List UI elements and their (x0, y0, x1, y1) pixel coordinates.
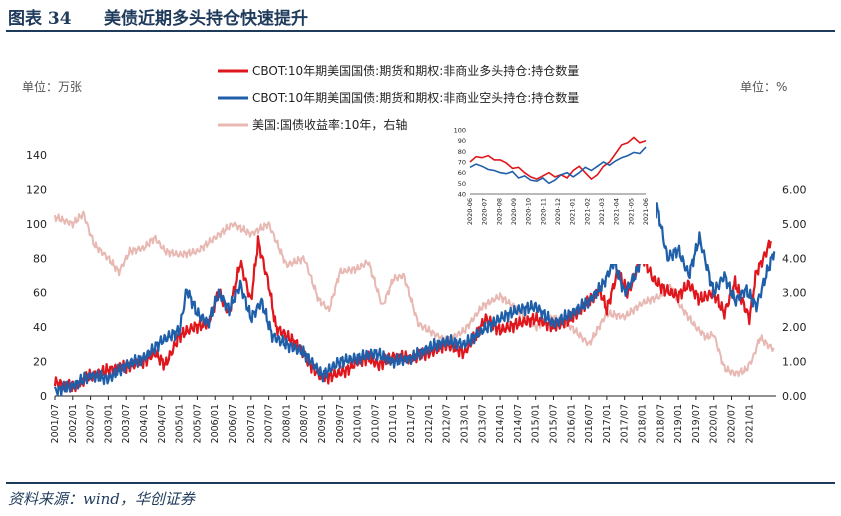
y-left-tick-label: 0 (40, 390, 47, 403)
y-left-tick-label: 80 (33, 252, 47, 265)
x-tick-label: 2018/07 (655, 404, 666, 443)
x-tick-label: 2018/01 (637, 404, 648, 443)
x-tick-label: 2009/07 (335, 404, 346, 443)
y-right-tick-label: 3.00 (782, 287, 807, 300)
figure-title: 美债近期多头持仓快速提升 (104, 9, 308, 29)
y-left-tick-label: 100 (26, 218, 47, 231)
x-tick-label: 2020/01 (709, 404, 720, 443)
inset-x-tick-label: 2020-11 (539, 198, 547, 225)
header-divider (6, 30, 835, 32)
x-tick-label: 2002/07 (86, 404, 97, 443)
inset-x-tick-label: 2021-01 (569, 198, 577, 225)
inset-x-tick-label: 2021-05 (627, 198, 635, 225)
inset-y-tick-label: 80 (458, 148, 466, 156)
inset-y-tick-label: 70 (458, 159, 466, 167)
x-tick-label: 2012/01 (424, 404, 435, 443)
inset-x-tick-label: 2021-06 (642, 198, 650, 225)
figure-label: 图表 34 (8, 9, 72, 29)
x-tick-label: 2015/07 (548, 404, 559, 443)
x-tick-label: 2016/07 (584, 404, 595, 443)
x-tick-label: 2019/01 (673, 404, 684, 443)
long-position-line (53, 235, 772, 393)
inset-x-tick-label: 2020-07 (481, 198, 489, 225)
axes: 0 20 40 60 80 100 120 140 0.00 1.00 2.00 3.00 4.00 5.… (26, 149, 807, 443)
x-tick-label: 2004/07 (157, 404, 168, 443)
y-left-tick-label: 120 (26, 183, 47, 196)
x-tick-label: 2016/01 (566, 404, 577, 443)
inset-x-tick-label: 2020-09 (510, 198, 518, 225)
x-tick-label: 2007/07 (264, 404, 275, 443)
legend: CBOT:10年期美国国债:期货和期权:非商业多头持仓:持仓数量 CBOT:10… (218, 63, 579, 132)
x-tick-label: 2010/07 (370, 404, 381, 443)
x-tick-label: 2017/01 (602, 404, 613, 443)
inset-chart: 40 50 60 70 80 90 100 2020-06 2020-07 2020-08 2020… (440, 122, 656, 264)
x-tick-label: 2002/01 (68, 404, 79, 443)
y-right-tick-label: 5.00 (782, 218, 807, 231)
inset-short-line (469, 146, 647, 185)
inset-x-tick-label: 2020-12 (554, 198, 562, 225)
x-tick-label: 2014/01 (495, 404, 506, 443)
source-note: 资料来源：wind，华创证券 (8, 490, 195, 508)
x-tick-label: 2006/01 (210, 404, 221, 443)
x-tick-label: 2020/07 (726, 404, 737, 443)
x-tick-label: 2005/01 (175, 404, 186, 443)
x-tick-label: 2008/01 (281, 404, 292, 443)
x-tick-label: 2001/07 (50, 404, 61, 443)
y-left-tick-label: 60 (33, 287, 47, 300)
x-tick-label: 2010/01 (353, 404, 364, 443)
y-right-tick-label: 2.00 (782, 321, 807, 334)
inset-x-tick-label: 2020-08 (495, 198, 503, 225)
inset-x-tick-label: 2020-06 (466, 198, 474, 225)
x-tick-label: 2009/01 (317, 404, 328, 443)
treasury-yield-line (54, 210, 775, 377)
x-tick-label: 2015/01 (531, 404, 542, 443)
x-tick-label: 2013/01 (459, 404, 470, 443)
inset-y-tick-label: 60 (458, 169, 466, 177)
inset-x-tick-label: 2020-10 (525, 198, 533, 225)
footer-divider (6, 482, 835, 484)
y-left-tick-label: 20 (33, 356, 47, 369)
inset-x-tick-label: 2021-02 (583, 198, 591, 225)
x-tick-label: 2014/07 (513, 404, 524, 443)
series-lines (53, 202, 776, 397)
inset-long-line (469, 136, 647, 181)
x-tick-label: 2021/01 (744, 404, 755, 443)
inset-x-tick-label: 2021-03 (598, 198, 606, 225)
left-axis-unit: 单位：万张 (22, 80, 83, 94)
y-right-tick-label: 1.00 (782, 356, 807, 369)
y-left-tick-label: 40 (33, 321, 47, 334)
y-right-tick-label: 4.00 (782, 252, 807, 265)
x-tick-label: 2011/01 (388, 404, 399, 443)
inset-y-tick-label: 50 (458, 180, 466, 188)
y-left-tick-label: 140 (26, 149, 47, 162)
x-tick-label: 2006/07 (228, 404, 239, 443)
x-tick-label: 2017/07 (620, 404, 631, 443)
right-axis-unit: 单位：% (740, 80, 788, 94)
inset-y-tick-label: 100 (454, 127, 466, 135)
legend-label-short: CBOT:10年期美国国债:期货和期权:非商业空头持仓:持仓数量 (252, 90, 579, 105)
x-tick-label: 2013/07 (477, 404, 488, 443)
x-tick-label: 2003/07 (121, 404, 132, 443)
y-right-tick-label: 6.00 (782, 183, 807, 196)
inset-background (440, 122, 656, 264)
x-tick-label: 2012/07 (442, 404, 453, 443)
x-tick-label: 2005/07 (192, 404, 203, 443)
inset-x-tick-label: 2021-04 (613, 198, 621, 225)
inset-y-tick-label: 40 (458, 191, 466, 199)
y-right-tick-label: 0.00 (782, 390, 807, 403)
inset-y-tick-label: 90 (458, 137, 466, 145)
x-tick-label: 2019/07 (691, 404, 702, 443)
header: 图表 34 美债近期多头持仓快速提升 (0, 0, 841, 32)
x-tick-label: 2003/01 (103, 404, 114, 443)
chart: CBOT:10年期美国国债:期货和期权:非商业多头持仓:持仓数量 CBOT:10… (26, 63, 807, 443)
x-tick-label: 2011/07 (406, 404, 417, 443)
x-tick-label: 2007/01 (246, 404, 257, 443)
x-tick-label: 2008/07 (299, 404, 310, 443)
legend-label-yield: 美国:国债收益率:10年，右轴 (252, 117, 407, 132)
legend-label-long: CBOT:10年期美国国债:期货和期权:非商业多头持仓:持仓数量 (252, 63, 579, 78)
x-tick-label: 2004/01 (139, 404, 150, 443)
